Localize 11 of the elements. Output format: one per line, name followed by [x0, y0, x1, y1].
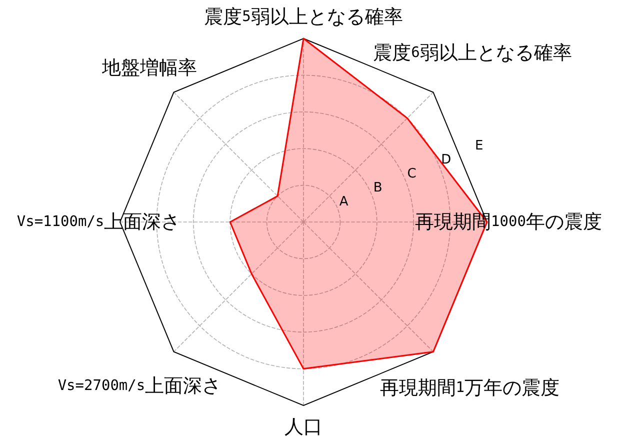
category-label: 地盤増幅率: [102, 56, 197, 79]
r-tick-label: A: [339, 194, 348, 210]
r-tick-label: B: [373, 180, 382, 196]
category-label: 震度6弱以上となる確率: [373, 42, 572, 64]
category-label: 人口: [284, 416, 322, 438]
r-tick-label: C: [407, 166, 416, 182]
r-tick-label: D: [441, 152, 452, 168]
category-label: Vs=2700m/s上面深さ: [58, 375, 222, 398]
category-label: 震度5弱以上となる確率: [204, 6, 403, 28]
r-tick-label: E: [475, 138, 484, 154]
category-label: 再現期間1万年の震度: [380, 377, 560, 400]
